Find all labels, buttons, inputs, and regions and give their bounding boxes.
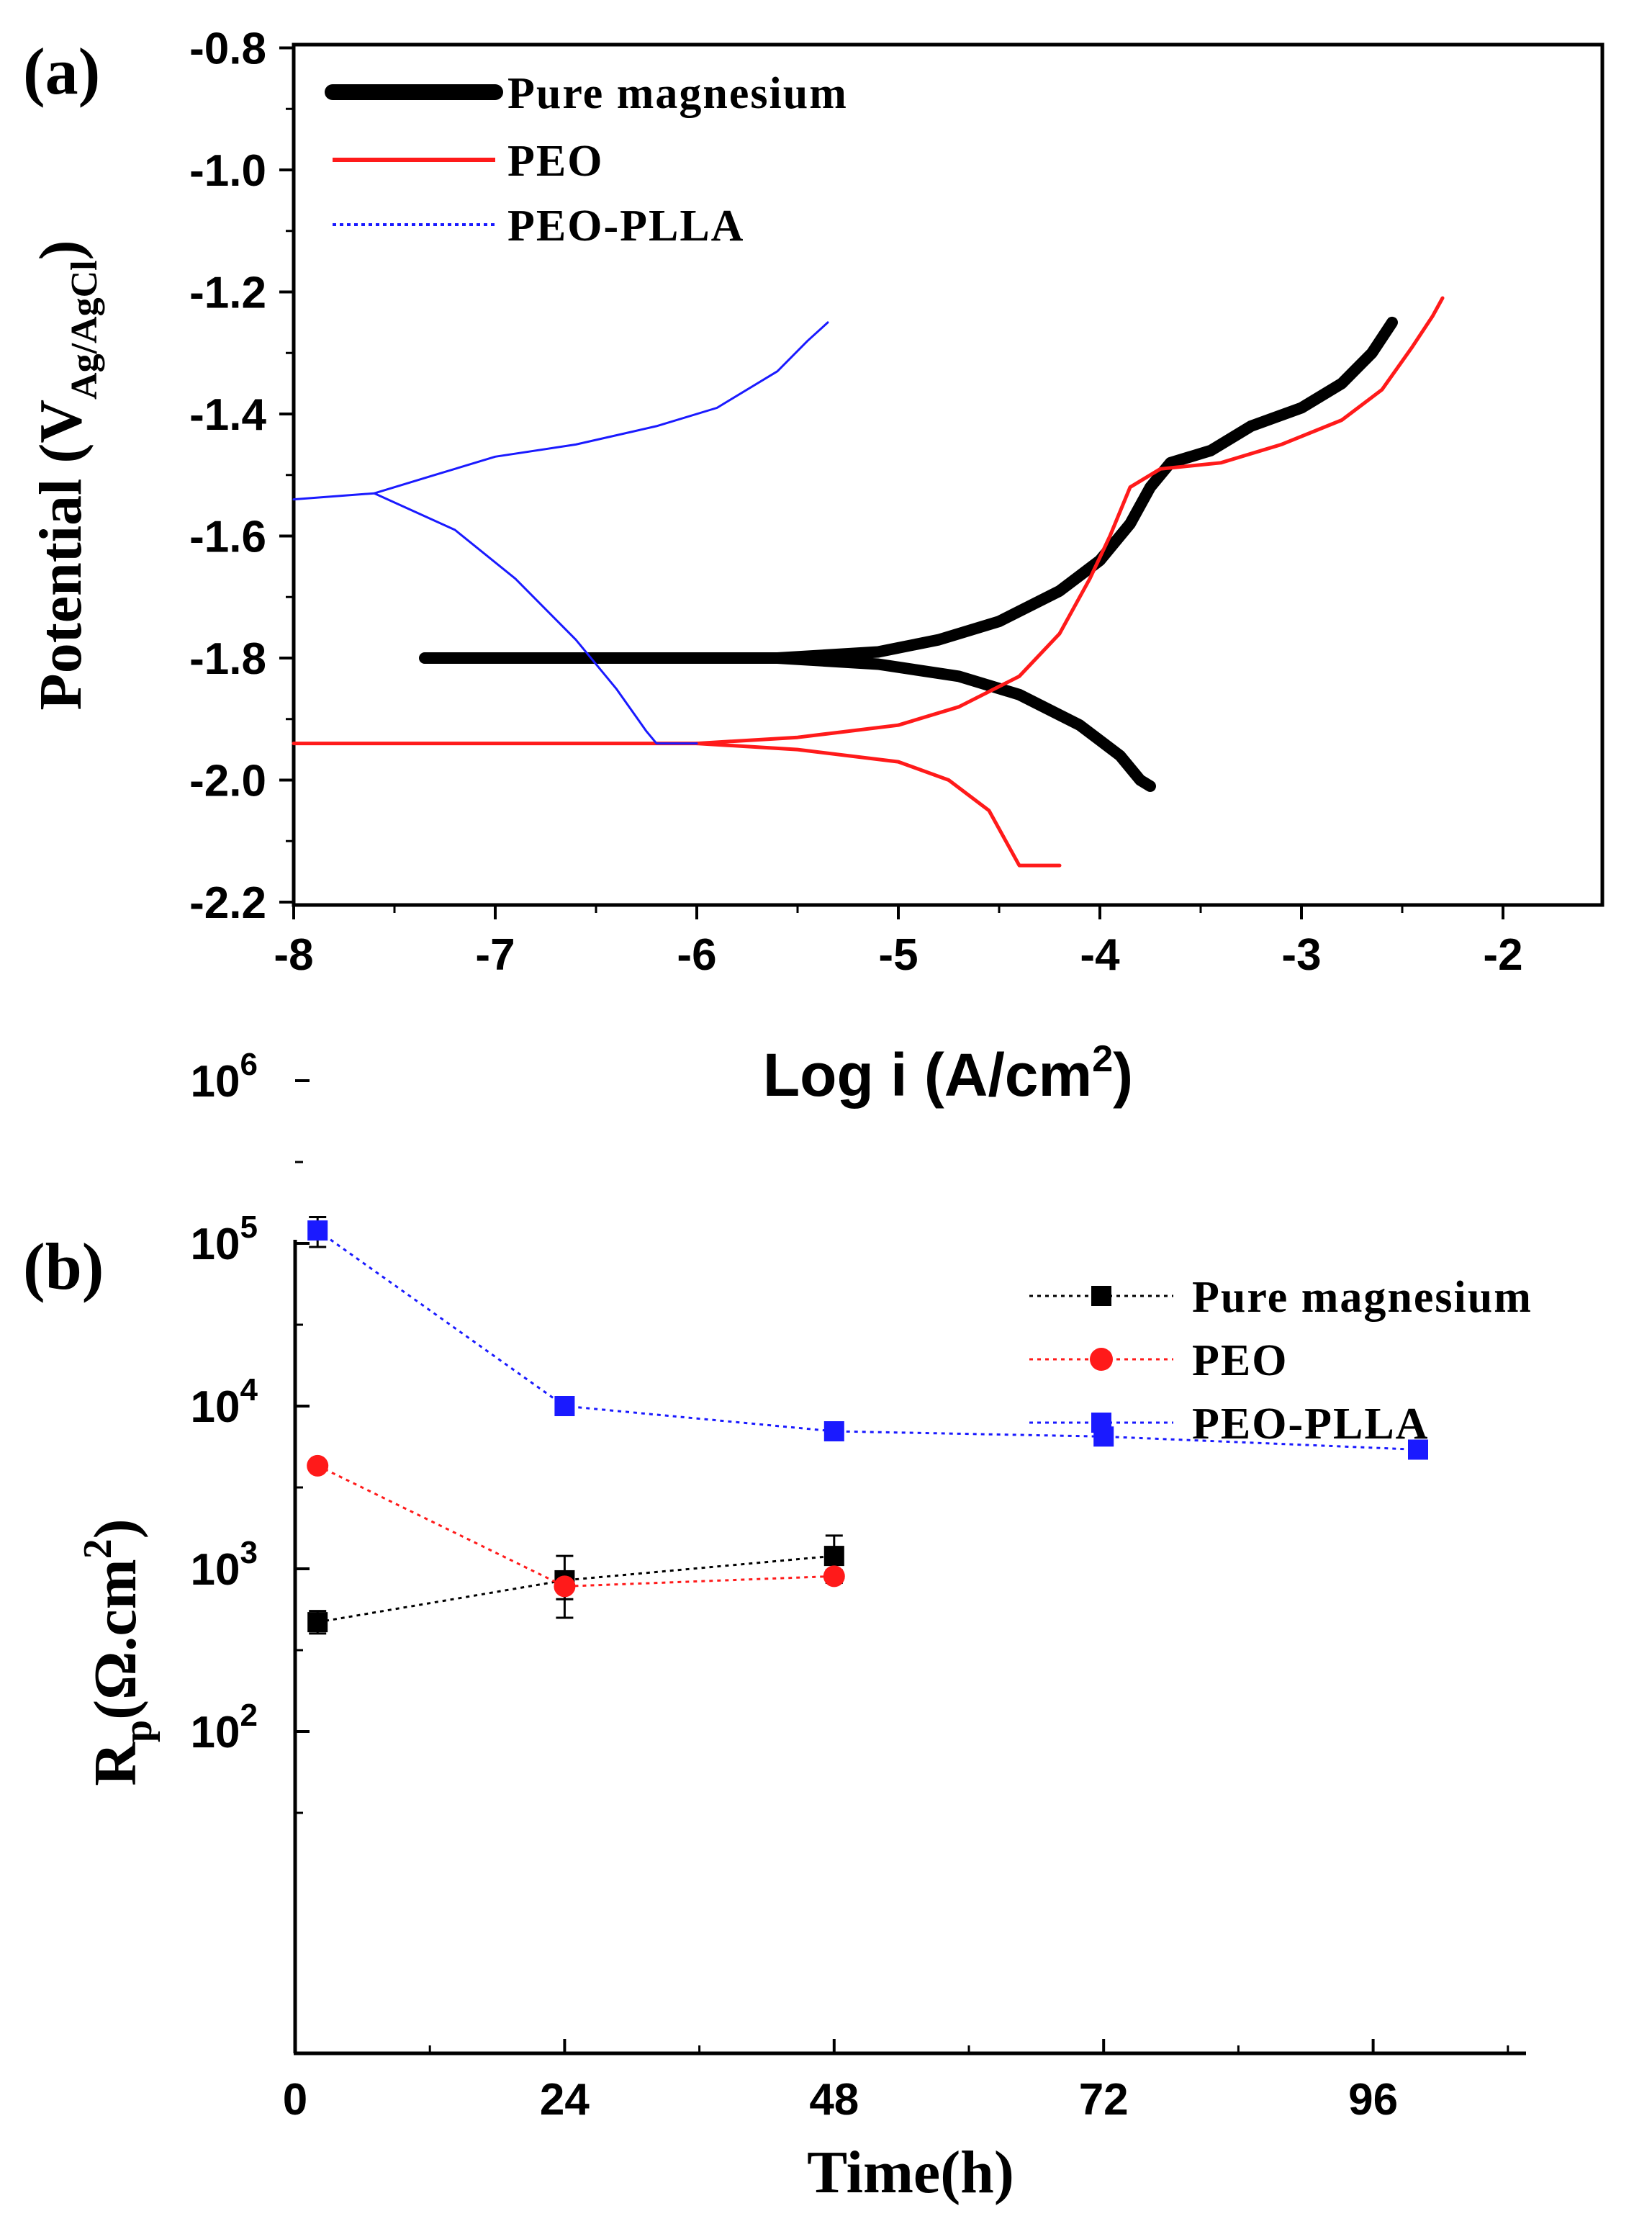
y-tick-label: 103 bbox=[191, 1535, 258, 1595]
y-tick-label: 105 bbox=[191, 1210, 258, 1269]
y-tick-label: -0.8 bbox=[189, 24, 266, 74]
x-tick-label: -2 bbox=[1483, 930, 1522, 980]
legend-b-label-peo: PEO bbox=[1192, 1336, 1288, 1385]
legend-b-label-pure-mg: Pure magnesium bbox=[1192, 1273, 1533, 1322]
x-tick-label: -7 bbox=[475, 930, 515, 980]
data-point-peo-plla bbox=[823, 1421, 844, 1442]
y-tick-exponent: 4 bbox=[240, 1372, 258, 1408]
y-tick-label: -1.0 bbox=[189, 146, 266, 196]
x-tick-label: -3 bbox=[1281, 930, 1321, 980]
polarization-curve-peo-plla-branch-anodic bbox=[292, 321, 829, 501]
y-tick-label: -1.8 bbox=[189, 634, 266, 684]
legend-a-label-peo-plla: PEO-PLLA bbox=[507, 202, 744, 251]
panel-a-y-axis-title: Potential (VAg/AgCl) bbox=[27, 240, 105, 710]
legend-a-label-pure-mg: Pure magnesium bbox=[507, 69, 848, 118]
y-tick-base: 10 bbox=[191, 1382, 240, 1432]
y-tick-exponent: 2 bbox=[240, 1698, 258, 1733]
x-tick-label: 72 bbox=[1079, 2075, 1129, 2125]
data-point-pure-magnesium bbox=[823, 1546, 844, 1567]
y-tick-base: 10 bbox=[191, 1220, 240, 1269]
x-tick-label: 48 bbox=[809, 2075, 859, 2125]
polarization-curve-pure-magnesium-branch-cathodic bbox=[772, 652, 1156, 792]
data-point-peo bbox=[823, 1565, 845, 1588]
legend-a-label-peo: PEO bbox=[507, 137, 603, 186]
y-tick-label: 102 bbox=[191, 1698, 258, 1757]
panel-a-legend: Pure magnesium PEO PEO-PLLA bbox=[325, 69, 848, 251]
y-tick-exponent: 5 bbox=[240, 1210, 258, 1245]
panel-a-label: (a) bbox=[23, 35, 100, 108]
panel-b-label: (b) bbox=[23, 1230, 104, 1303]
panel-a-x-axis-title: Log i (A/cm2) bbox=[763, 1038, 1133, 1109]
y-tick-label: -2.2 bbox=[189, 878, 266, 928]
series-line-pure-magnesium bbox=[317, 1554, 834, 1624]
panel-b-x-axis-title: Time(h) bbox=[807, 2139, 1014, 2206]
data-point-peo-plla bbox=[554, 1396, 575, 1416]
data-point-peo-plla bbox=[1408, 1439, 1428, 1460]
data-point-peo bbox=[307, 1454, 329, 1477]
x-tick-label: -6 bbox=[677, 930, 716, 980]
y-tick-label: 104 bbox=[191, 1372, 258, 1432]
panel-b-y-axis-title: Rp(Ω.cm2) bbox=[76, 1518, 161, 1786]
y-tick-base: 10 bbox=[191, 1057, 240, 1107]
legend-b-marker-pure-mg bbox=[1091, 1286, 1111, 1306]
panel-b-legend: Pure magnesium PEO PEO-PLLA bbox=[1029, 1273, 1533, 1449]
legend-b-label-peo-plla: PEO-PLLA bbox=[1192, 1400, 1429, 1449]
y-tick-label: 106 bbox=[191, 1047, 258, 1107]
y-tick-base: 10 bbox=[191, 1545, 240, 1595]
y-tick-label: -1.4 bbox=[189, 390, 266, 440]
panel-a-ticks: -8 -7 -6 -5 -4 -3 -2 -2.2 -2.0 -1.8 -1.6 -1.4 -1.2 -1… bbox=[189, 24, 1522, 981]
x-tick-label: 0 bbox=[283, 2075, 307, 2125]
x-tick-label: -5 bbox=[878, 930, 918, 980]
panel-a-curves bbox=[292, 296, 1445, 868]
legend-b-marker-peo-plla bbox=[1091, 1413, 1111, 1433]
x-tick-label: 24 bbox=[540, 2075, 590, 2125]
y-tick-base: 10 bbox=[191, 1708, 240, 1757]
y-tick-label: -1.2 bbox=[189, 269, 266, 318]
panel-a-chart: (a) -8 -7 -6 -5 -4 -3 -2 -2.2 -2.0 -1.8 -1.6 -1.4 -1… bbox=[23, 24, 1604, 1109]
polarization-curve-peo-branch-cathodic bbox=[695, 742, 1062, 868]
x-tick-label: 96 bbox=[1348, 2075, 1398, 2125]
x-tick-label: -8 bbox=[274, 930, 313, 980]
panel-a-plot-frame bbox=[292, 42, 1604, 907]
x-tick-label: -4 bbox=[1080, 930, 1120, 980]
polarization-curve-peo-plla-branch-cathodic bbox=[373, 492, 698, 745]
data-point-peo bbox=[554, 1575, 576, 1598]
data-point-peo-plla bbox=[307, 1220, 328, 1241]
y-tick-exponent: 6 bbox=[240, 1047, 258, 1082]
series-line-peo bbox=[317, 1464, 834, 1588]
y-tick-label: -2.0 bbox=[189, 757, 266, 806]
polarization-curve-peo-branch-anodic bbox=[292, 296, 1445, 746]
y-tick-exponent: 3 bbox=[240, 1535, 258, 1570]
legend-b-marker-peo bbox=[1090, 1348, 1113, 1371]
polarization-curve-pure-magnesium-branch-anodic bbox=[419, 316, 1398, 664]
data-point-pure-magnesium bbox=[307, 1612, 328, 1633]
y-tick-label: -1.6 bbox=[189, 513, 266, 562]
